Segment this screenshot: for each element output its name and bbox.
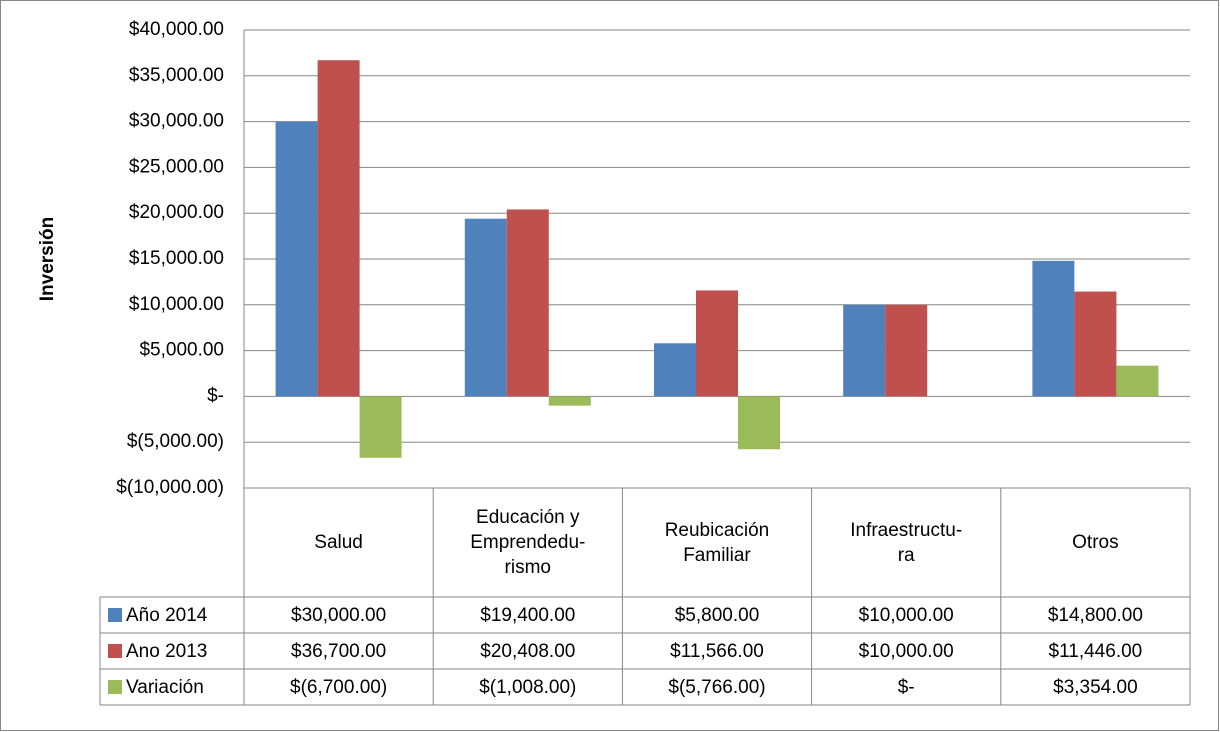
table-value: $(5,766.00) xyxy=(668,677,765,698)
category-label: Educación y Emprendedu- rismo xyxy=(470,507,586,578)
y-tick-label: $5,000.00 xyxy=(139,340,224,361)
legend-swatch xyxy=(108,644,122,658)
legend-label: Año 2014 xyxy=(126,605,208,626)
bar xyxy=(506,209,549,397)
bar xyxy=(317,60,360,397)
table-value: $(6,700.00) xyxy=(290,677,387,698)
category-cell: Otros xyxy=(1072,532,1119,553)
legend-label: Ano 2013 xyxy=(126,641,207,662)
category-cell: Infraestructu- ra xyxy=(850,519,963,566)
bar xyxy=(1074,291,1117,397)
y-tick-label: $30,000.00 xyxy=(129,111,224,132)
bar xyxy=(548,396,591,406)
legend-swatch xyxy=(108,680,122,694)
category-label: Reubicación Familiar xyxy=(664,519,770,566)
y-tick-label: $15,000.00 xyxy=(129,248,224,269)
table-value: $5,800.00 xyxy=(675,605,760,626)
bar xyxy=(1116,365,1159,397)
y-tick-label: $(5,000.00) xyxy=(127,431,224,452)
table-value: $36,700.00 xyxy=(291,641,386,662)
bar xyxy=(654,343,696,397)
y-tick-label: $20,000.00 xyxy=(129,202,224,223)
table-value: $(1,008.00) xyxy=(479,677,576,698)
bar xyxy=(275,121,318,397)
table-value: $20,408.00 xyxy=(480,641,575,662)
table-value: $10,000.00 xyxy=(859,641,954,662)
y-tick-label: $40,000.00 xyxy=(129,19,224,40)
table-value: $3,354.00 xyxy=(1053,677,1138,698)
y-tick-label: $10,000.00 xyxy=(129,294,224,315)
category-cell: Reubicación Familiar xyxy=(664,519,770,566)
legend-swatch xyxy=(108,608,122,622)
y-tick-label: $- xyxy=(207,385,224,406)
bar xyxy=(885,304,928,397)
category-cell: Educación y Emprendedu- rismo xyxy=(470,507,586,578)
bar xyxy=(696,290,738,397)
category-cell: Salud xyxy=(314,532,363,553)
bar xyxy=(738,396,780,450)
legend-label: Variación xyxy=(126,677,204,698)
y-tick-label: $35,000.00 xyxy=(129,65,224,86)
y-axis-label: Inversión xyxy=(37,217,58,301)
table-value: $11,446.00 xyxy=(1049,641,1143,662)
table-value: $19,400.00 xyxy=(480,605,575,626)
table-value: $30,000.00 xyxy=(291,605,386,626)
category-label: Otros xyxy=(1072,532,1119,553)
table-value: $10,000.00 xyxy=(859,605,954,626)
bar xyxy=(359,396,402,458)
table-value: $11,566.00 xyxy=(670,641,764,662)
table-value: $- xyxy=(898,677,915,698)
y-tick-label: $(10,000.00) xyxy=(116,477,224,498)
category-label: Salud xyxy=(314,532,363,553)
bar xyxy=(1032,260,1075,397)
category-label: Infraestructu- ra xyxy=(850,519,963,566)
bar xyxy=(464,218,507,397)
y-tick-label: $25,000.00 xyxy=(129,156,224,177)
table-value: $14,800.00 xyxy=(1048,605,1143,626)
bar xyxy=(843,304,886,397)
